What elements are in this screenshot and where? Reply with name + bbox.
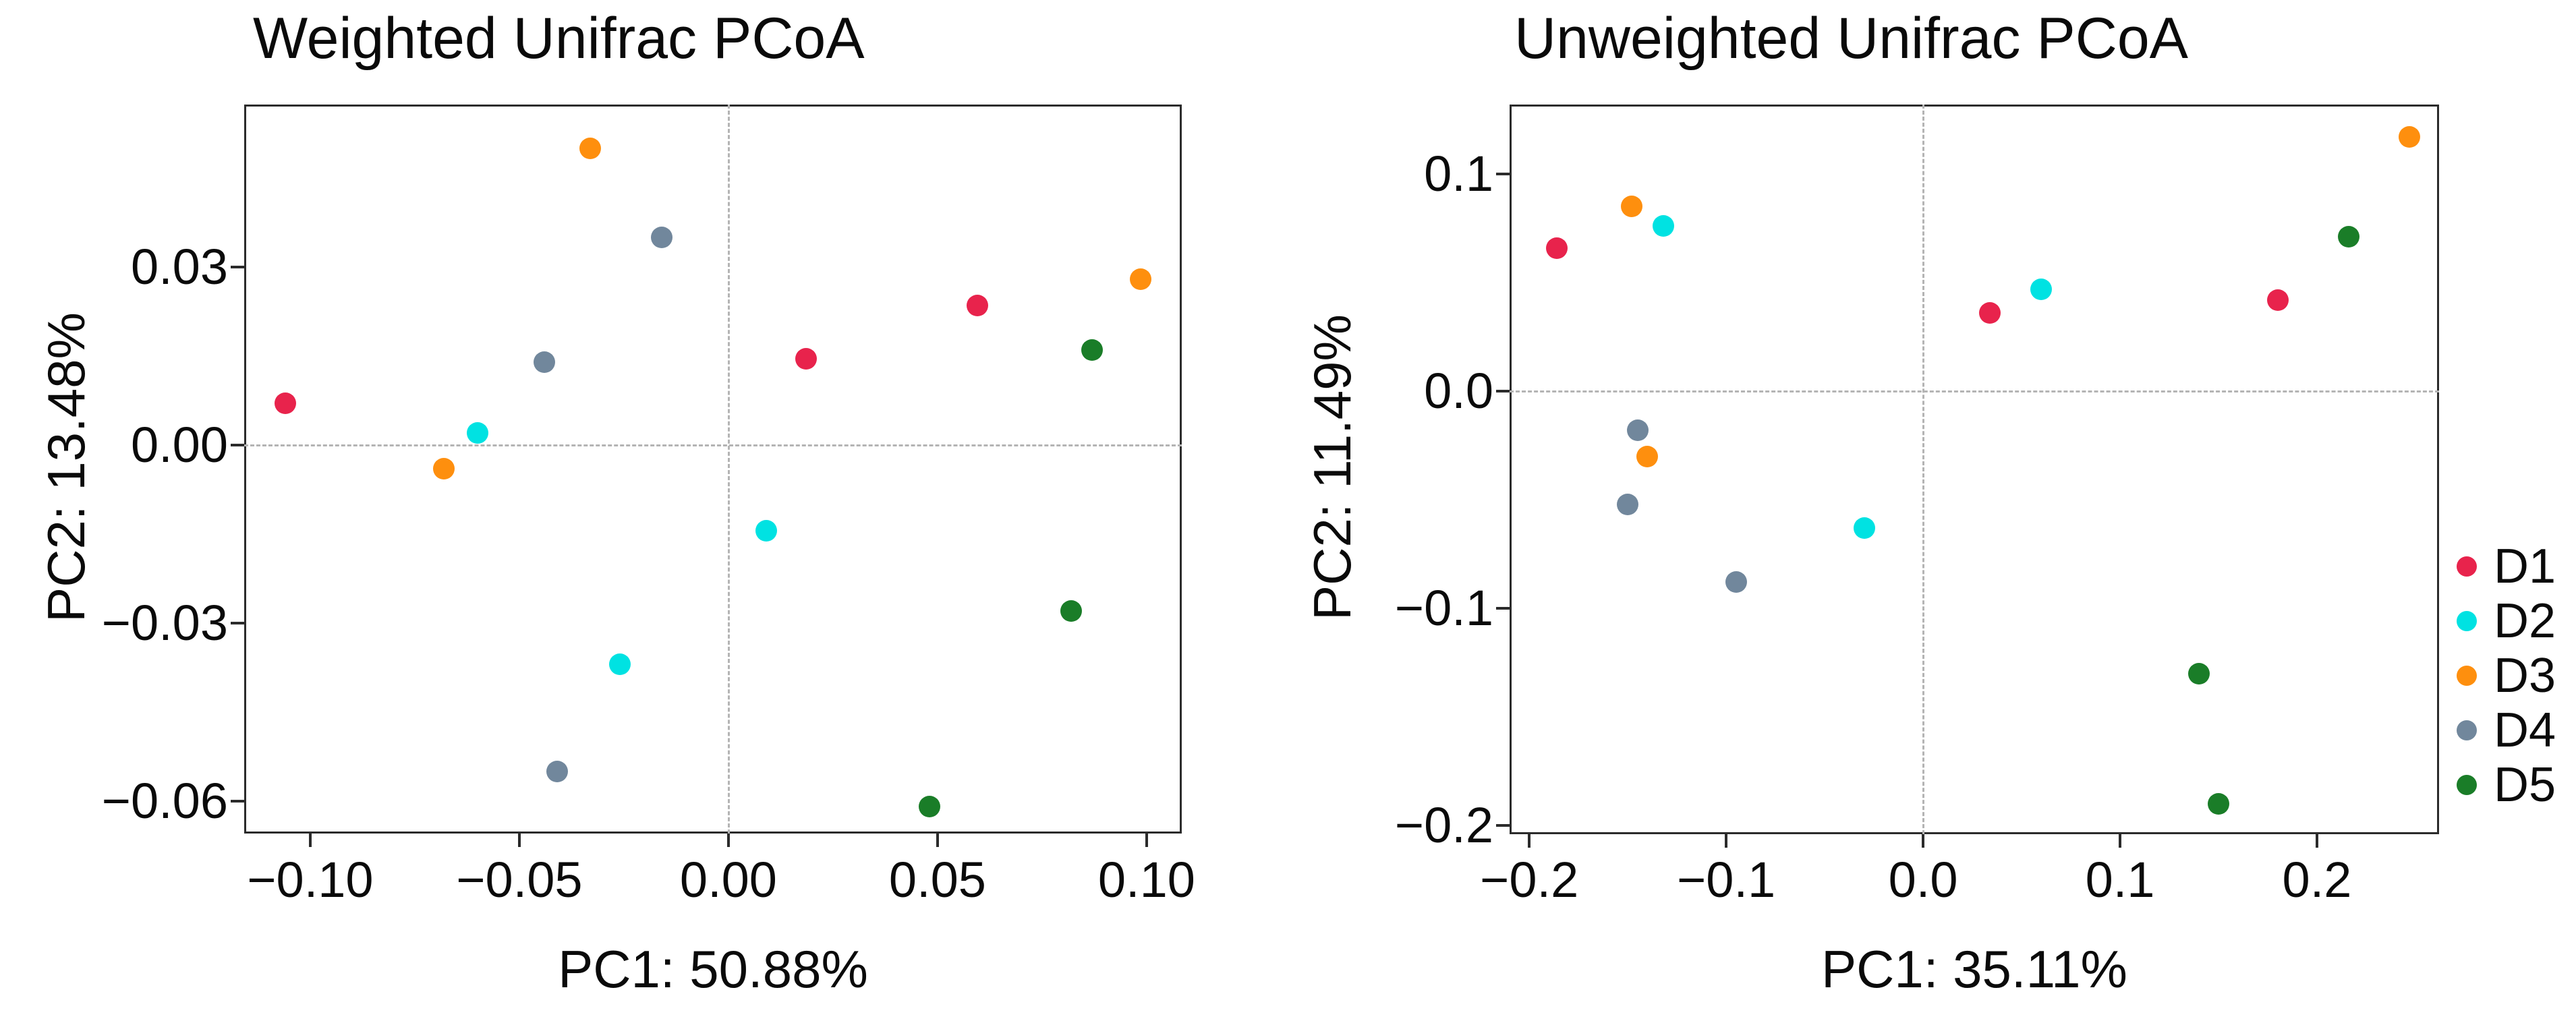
data-point-D1 [795, 348, 817, 370]
x-tick-mark [517, 834, 521, 847]
data-point-D1 [1546, 237, 1568, 259]
data-point-D5 [2187, 662, 2210, 684]
data-point-D1 [1979, 302, 2001, 324]
right-y-axis-label: PC2: 11.49% [1303, 314, 1362, 620]
y-tick-label: −0.03 [101, 594, 228, 651]
data-point-D5 [1060, 600, 1083, 622]
x-tick-label: 0.0 [1888, 852, 1958, 908]
y-tick-mark [231, 443, 244, 446]
zero-line-vertical [727, 105, 730, 834]
y-tick-mark [1496, 390, 1510, 393]
legend-label-D4: D4 [2494, 703, 2556, 757]
legend-swatch-D1 [2457, 556, 2477, 577]
y-tick-label: 0.1 [1424, 146, 1493, 202]
x-tick-mark [1922, 834, 1925, 848]
right-chart-panel [1510, 105, 2439, 834]
y-tick-mark [231, 621, 244, 624]
data-point-D3 [1636, 445, 1659, 467]
x-tick-mark [936, 834, 939, 847]
y-tick-label: 0.0 [1424, 363, 1493, 419]
left-chart-panel [244, 105, 1182, 834]
data-point-D1 [966, 295, 988, 317]
x-tick-label: −0.05 [456, 852, 583, 908]
data-point-D2 [1853, 517, 1875, 539]
y-tick-label: −0.2 [1394, 797, 1493, 854]
data-point-D4 [534, 351, 556, 373]
legend-label-D3: D3 [2494, 649, 2556, 703]
zero-line-vertical [1922, 105, 1925, 834]
x-tick-mark [1145, 834, 1148, 847]
data-point-D2 [2030, 278, 2053, 300]
y-tick-mark [1496, 607, 1510, 610]
x-tick-label: 0.05 [888, 852, 986, 908]
legend-label-D1: D1 [2494, 539, 2556, 593]
y-tick-mark [231, 799, 244, 803]
x-tick-label: −0.1 [1677, 852, 1776, 908]
right-chart-title: Unweighted Unifrac PCoA [1514, 6, 2189, 71]
data-point-D3 [579, 138, 602, 160]
zero-line-horizontal [244, 444, 1182, 446]
x-tick-label: 0.10 [1097, 852, 1195, 908]
data-point-D2 [466, 422, 488, 444]
x-tick-label: 0.00 [679, 852, 777, 908]
data-point-D5 [2337, 226, 2359, 248]
x-tick-mark [726, 834, 730, 847]
y-tick-label: −0.1 [1394, 580, 1493, 637]
data-point-D4 [1725, 571, 1747, 593]
data-point-D5 [1081, 339, 1104, 361]
x-tick-mark [308, 834, 312, 847]
data-point-D4 [1617, 493, 1639, 515]
y-tick-label: 0.00 [130, 416, 228, 473]
x-tick-mark [1528, 834, 1531, 848]
x-tick-mark [1725, 834, 1728, 848]
legend-swatch-D3 [2457, 666, 2477, 686]
data-point-D5 [2208, 792, 2230, 815]
x-tick-mark [2119, 834, 2122, 848]
legend-swatch-D2 [2457, 611, 2477, 631]
x-tick-label: 0.2 [2282, 852, 2352, 908]
data-point-D1 [274, 392, 296, 415]
data-point-D3 [2399, 126, 2421, 148]
data-point-D4 [650, 227, 672, 249]
legend-label-D5: D5 [2494, 758, 2556, 812]
data-point-D3 [433, 458, 455, 480]
legend-swatch-D4 [2457, 720, 2477, 740]
y-tick-label: −0.06 [101, 772, 228, 829]
x-tick-label: −0.2 [1480, 852, 1579, 908]
y-tick-label: 0.03 [130, 239, 228, 295]
x-tick-label: 0.1 [2085, 852, 2155, 908]
legend-swatch-D5 [2457, 775, 2477, 795]
left-x-axis-label: PC1: 50.88% [558, 939, 868, 999]
left-chart-title: Weighted Unifrac PCoA [253, 6, 865, 71]
right-x-axis-label: PC1: 35.11% [1821, 939, 2127, 999]
data-point-D4 [546, 760, 568, 782]
y-tick-mark [231, 266, 244, 268]
data-point-D2 [608, 653, 631, 676]
x-tick-mark [2315, 834, 2318, 848]
legend-label-D2: D2 [2494, 594, 2556, 648]
data-point-D2 [755, 520, 777, 542]
x-tick-label: −0.10 [247, 852, 374, 908]
y-tick-mark [1496, 173, 1510, 176]
data-point-D3 [1129, 268, 1151, 290]
data-point-D2 [1652, 215, 1674, 237]
data-point-D1 [2266, 289, 2289, 311]
y-tick-mark [1496, 824, 1510, 827]
zero-line-horizontal [1510, 390, 2439, 393]
data-point-D5 [918, 796, 940, 818]
data-point-D3 [1621, 196, 1642, 218]
data-point-D4 [1626, 419, 1649, 442]
